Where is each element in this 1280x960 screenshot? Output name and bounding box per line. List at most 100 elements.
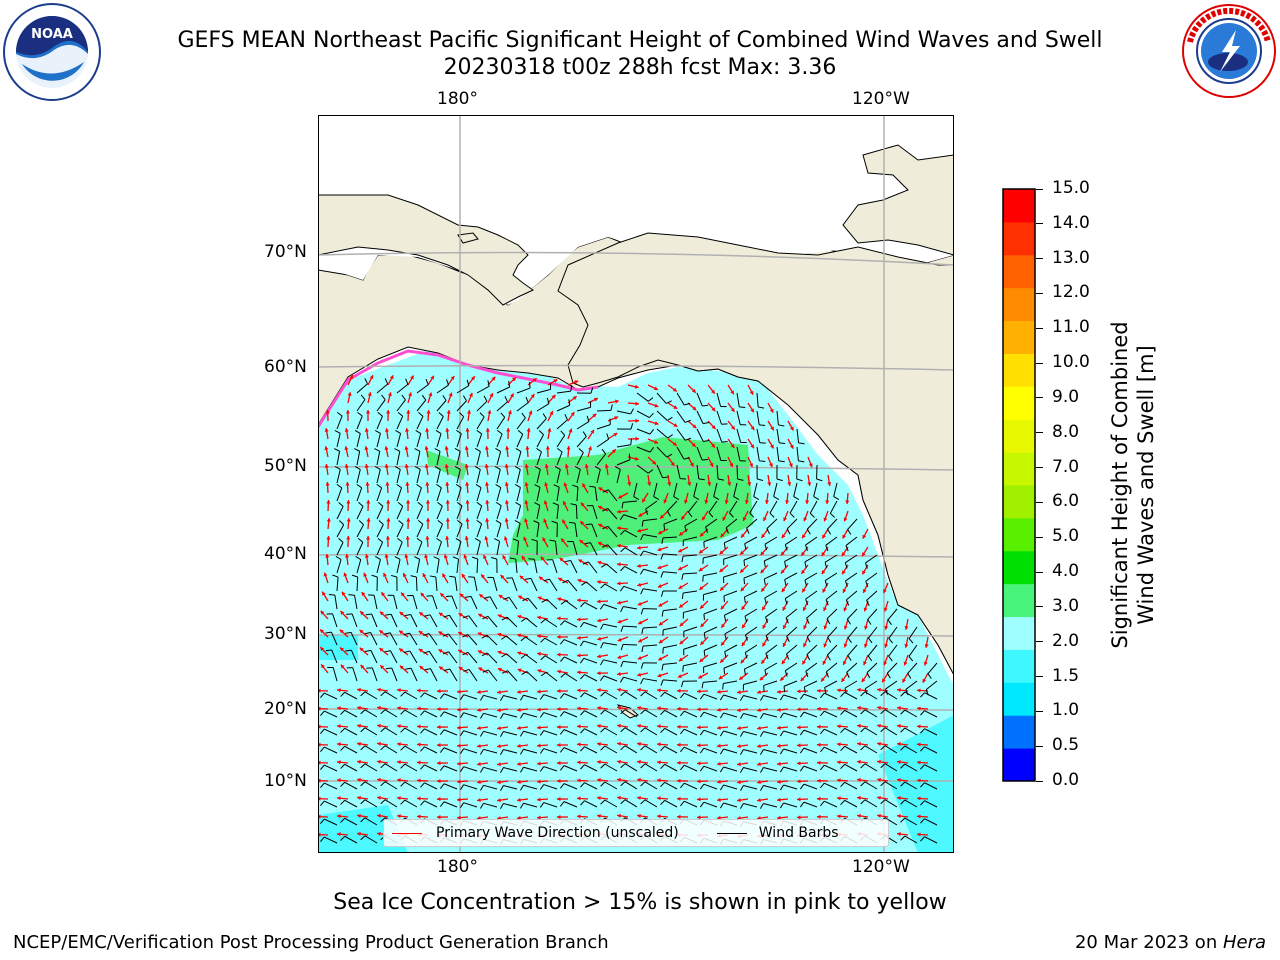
wave-arrow xyxy=(484,482,490,494)
wind-barb xyxy=(394,556,401,574)
wind-barb xyxy=(459,766,478,772)
wave-arrow xyxy=(567,428,573,440)
wind-barb xyxy=(620,660,638,668)
wave-arrow xyxy=(576,724,589,729)
wind-barb xyxy=(820,710,838,718)
wind-barb xyxy=(860,691,878,700)
wind-barb xyxy=(636,446,655,453)
wind-barb xyxy=(653,482,660,500)
wave-arrow xyxy=(396,814,409,819)
wave-arrow xyxy=(576,742,589,747)
wave-arrow xyxy=(457,631,469,638)
wind-barb xyxy=(723,608,738,622)
wind-barb xyxy=(820,728,838,736)
wave-arrow xyxy=(698,582,709,591)
wind-barb xyxy=(682,608,698,619)
lat-label-70n: 70°N xyxy=(264,242,307,262)
wave-arrow xyxy=(636,545,649,550)
wind-barb xyxy=(462,615,478,628)
wind-barb xyxy=(356,538,364,556)
wave-arrow xyxy=(576,760,589,765)
wave-arrow xyxy=(857,741,869,746)
wind-barb xyxy=(820,800,838,808)
wave-arrow xyxy=(757,744,769,749)
wave-arrow xyxy=(737,726,749,731)
wave-arrow xyxy=(897,724,909,729)
wave-arrow xyxy=(762,510,769,522)
wind-barb xyxy=(793,482,800,500)
wave-arrow xyxy=(597,580,609,585)
wind-barb xyxy=(481,634,498,646)
wave-arrow xyxy=(696,707,709,712)
wind-barb xyxy=(360,835,378,844)
wind-barb xyxy=(636,464,654,474)
wind-barb xyxy=(462,651,478,664)
wave-arrow xyxy=(901,672,909,683)
wave-arrow xyxy=(405,428,410,440)
wind-barb xyxy=(433,556,440,574)
wave-arrow xyxy=(576,670,589,675)
wind-barb xyxy=(785,644,798,660)
colorbar-tick-label: 12.0 xyxy=(1052,282,1090,303)
wind-barb xyxy=(760,784,778,791)
wind-barb xyxy=(920,728,938,736)
wave-arrow xyxy=(361,591,369,602)
wind-barb xyxy=(479,712,498,719)
wind-barb xyxy=(620,606,638,613)
wave-arrow xyxy=(500,574,509,584)
wind-barb xyxy=(546,559,558,574)
wave-arrow xyxy=(400,592,409,602)
wave-arrow xyxy=(676,706,689,711)
wave-arrow xyxy=(576,778,589,783)
wave-arrow xyxy=(325,481,330,494)
wind-barb xyxy=(410,575,418,592)
wave-arrow xyxy=(782,600,789,611)
wave-arrow xyxy=(463,554,469,566)
wind-barb xyxy=(699,783,718,790)
wind-barb xyxy=(521,617,538,628)
wave-arrow xyxy=(836,796,849,801)
wind-barb xyxy=(719,784,738,791)
wind-barb xyxy=(536,413,547,430)
wind-barb xyxy=(820,782,838,790)
wave-arrow xyxy=(427,375,435,386)
wave-arrow xyxy=(616,526,629,531)
wind-barb xyxy=(560,656,578,664)
wind-barb xyxy=(656,446,673,458)
wind-barb xyxy=(400,709,418,718)
wave-arrow xyxy=(617,777,629,782)
wave-arrow xyxy=(402,572,409,584)
wave-arrow xyxy=(536,797,549,802)
wind-barb xyxy=(602,525,618,538)
wind-barb xyxy=(459,694,478,700)
wind-barb xyxy=(536,430,544,448)
wind-barb xyxy=(364,649,378,664)
wave-arrow xyxy=(656,706,669,711)
wind-barb xyxy=(600,659,618,666)
wave-arrow xyxy=(696,725,709,730)
wind-barb xyxy=(356,378,368,394)
wind-barb xyxy=(436,537,442,556)
wave-arrow xyxy=(344,428,349,440)
wave-arrow xyxy=(587,413,597,422)
wind-barb xyxy=(614,466,621,484)
wind-barb xyxy=(426,595,438,610)
wind-barb xyxy=(476,501,483,520)
wave-arrow xyxy=(757,708,769,713)
wave-arrow xyxy=(687,456,695,467)
wind-barb xyxy=(455,483,462,502)
wave-arrow xyxy=(641,492,649,503)
wind-barb xyxy=(559,765,578,772)
wave-arrow xyxy=(836,778,849,783)
wave-arrow xyxy=(724,492,729,504)
wind-barb xyxy=(400,763,418,772)
wave-arrow xyxy=(384,554,389,566)
colorbar-tick-mark xyxy=(1036,223,1043,225)
wave-arrow xyxy=(916,796,929,801)
wind-barb xyxy=(515,447,522,466)
wave-arrow xyxy=(716,707,729,712)
wind-barb xyxy=(676,428,692,441)
wave-arrow xyxy=(796,779,809,784)
wave-arrow xyxy=(477,707,489,713)
wave-arrow xyxy=(325,553,330,566)
